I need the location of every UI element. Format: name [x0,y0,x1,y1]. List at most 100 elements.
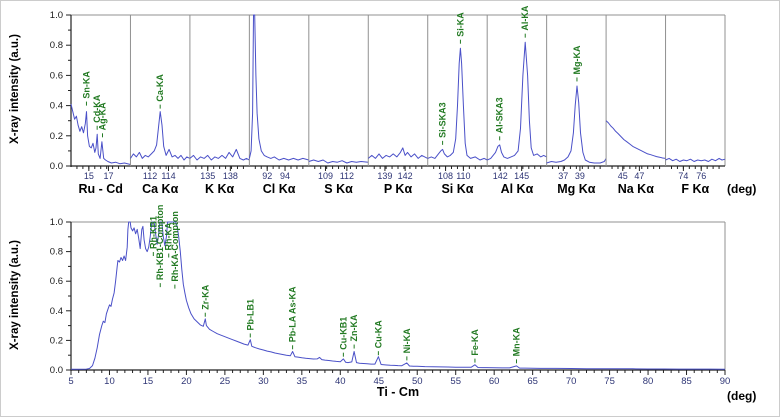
peak-annotation: Rh-KA-Compton [170,211,180,281]
spectrum-curve-PKα [367,147,428,159]
y-tick-label: 0.4 [50,306,63,317]
x-tick-label: 5 [68,376,73,387]
spectrum-curve-CaKα [130,111,191,161]
segment-name-label: Ca Kα [142,182,178,196]
x-tick-label: 45 [618,171,628,181]
x-tick-label: 35 [297,376,308,387]
spectrum-curve-AlKα [486,41,547,161]
spectrum-curve-NaKα [605,120,666,159]
peak-annotation: Sn-KA [81,71,91,99]
x-tick-label: 30 [258,376,269,387]
peak-annotation: Rh-KA [164,222,174,250]
peak-annotation: Mn-KA [511,327,521,356]
top-y-axis-title: X-ray intensity (a.u.) [9,34,21,144]
peak-annotation: Zn-KA [349,314,359,341]
peak-annotation: Al-KA [520,5,530,30]
x-tick-label: 40 [335,376,346,387]
x-tick-label: 139 [377,171,392,181]
y-tick-label: 0.0 [50,365,63,376]
x-tick-label: 37 [558,171,568,181]
spectrum-curve-Ru-Cd [70,103,131,165]
x-tick-label: 55 [450,376,461,387]
x-tick-label: 112 [340,171,354,181]
x-tick-label: 112 [143,171,157,181]
x-tick-label: 65 [527,376,538,387]
peak-annotation: Rh-KB1 [148,216,158,249]
x-tick-label: 10 [104,376,115,387]
x-tick-label: 85 [681,376,692,387]
peak-annotation: Ni-KA [402,328,412,353]
x-tick-label: 25 [220,376,231,387]
y-tick-label: 0.8 [50,247,63,258]
bottom-x-axis-unit: (deg) [727,389,757,403]
x-tick-label: 142 [493,171,508,181]
bottom-y-axis-title: X-ray intensity (a.u.) [9,240,21,350]
peak-annotation: Mg-KA [572,45,582,74]
x-tick-label: 92 [262,171,272,181]
x-tick-label: 76 [696,171,706,181]
x-tick-label: 75 [604,376,615,387]
peak-annotation: Zr-KA [200,284,210,309]
segment-name-label: Na Kα [618,182,654,196]
x-tick-label: 15 [143,376,154,387]
x-tick-label: 74 [678,171,688,181]
spectrum-curve-KKα [189,148,250,161]
y-tick-label: 1.0 [50,217,63,228]
y-tick-label: 0.8 [50,40,63,51]
segment-name-label: F Kα [681,182,709,196]
peak-annotation: Pb-LA As-KA [288,286,298,342]
y-tick-label: 0.6 [50,70,63,81]
peak-annotation: Pb-LB1 [245,299,255,331]
x-tick-label: 80 [643,376,654,387]
y-tick-label: 1.0 [50,10,63,21]
y-tick-label: 0.0 [50,161,63,172]
x-tick-label: 114 [161,171,175,181]
x-tick-label: 110 [456,171,470,181]
y-tick-label: 0.6 [50,276,63,287]
segment-name-label: Al Kα [501,182,534,196]
spectrum-curve-MgKα [546,85,607,164]
segment-name-label: K Kα [205,182,235,196]
bottom-x-axis-title: Ti - Cm [376,385,420,399]
y-tick-label: 0.4 [50,101,63,112]
x-tick-label: 60 [489,376,500,387]
x-tick-label: 90 [720,376,731,387]
peak-annotation: Fe-KA [470,329,480,356]
peak-annotation: Ca-KA [155,74,165,102]
x-tick-label: 15 [84,171,94,181]
x-tick-label: 50 [412,376,423,387]
x-tick-label: 138 [223,171,238,181]
spectrum-curve-SiKα [427,47,488,161]
x-tick-label: 20 [181,376,192,387]
peak-annotation: Cu-KA [373,320,383,348]
x-tick-label: 70 [566,376,577,387]
segment-name-label: Ru - Cd [79,182,123,196]
x-tick-label: 145 [514,171,529,181]
peak-annotation: Si-SKA3 [438,102,448,138]
x-tick-label: 108 [438,171,453,181]
x-tick-label: 39 [575,171,585,181]
x-tick-label: 94 [280,171,290,181]
x-tick-label: 45 [373,376,384,387]
spectrum-curve-ClKα [248,14,309,161]
spectrum-curve-SKα [308,159,369,164]
peak-annotation: Cd-KA [92,94,102,122]
segment-name-label: Si Kα [441,182,473,196]
segment-name-label: P Kα [384,182,413,196]
x-tick-label: 17 [103,171,113,181]
top-x-axis-unit: (deg) [727,182,757,196]
x-tick-label: 135 [200,171,215,181]
x-tick-label: 142 [398,171,413,181]
segment-name-label: Mg Kα [557,182,596,196]
peak-annotation: Rh-KB1-Compton [155,205,165,281]
x-tick-label: 109 [318,171,333,181]
y-tick-label: 0.2 [50,335,63,346]
peak-annotation: Cu-KB1 [338,317,348,350]
y-tick-label: 0.2 [50,131,63,142]
segment-name-label: Cl Kα [263,182,296,196]
spectrum-curve-Ti-Cm [71,221,726,370]
peak-annotation: Ag-KA [98,102,108,130]
peak-annotation: Si-KA [455,12,465,37]
